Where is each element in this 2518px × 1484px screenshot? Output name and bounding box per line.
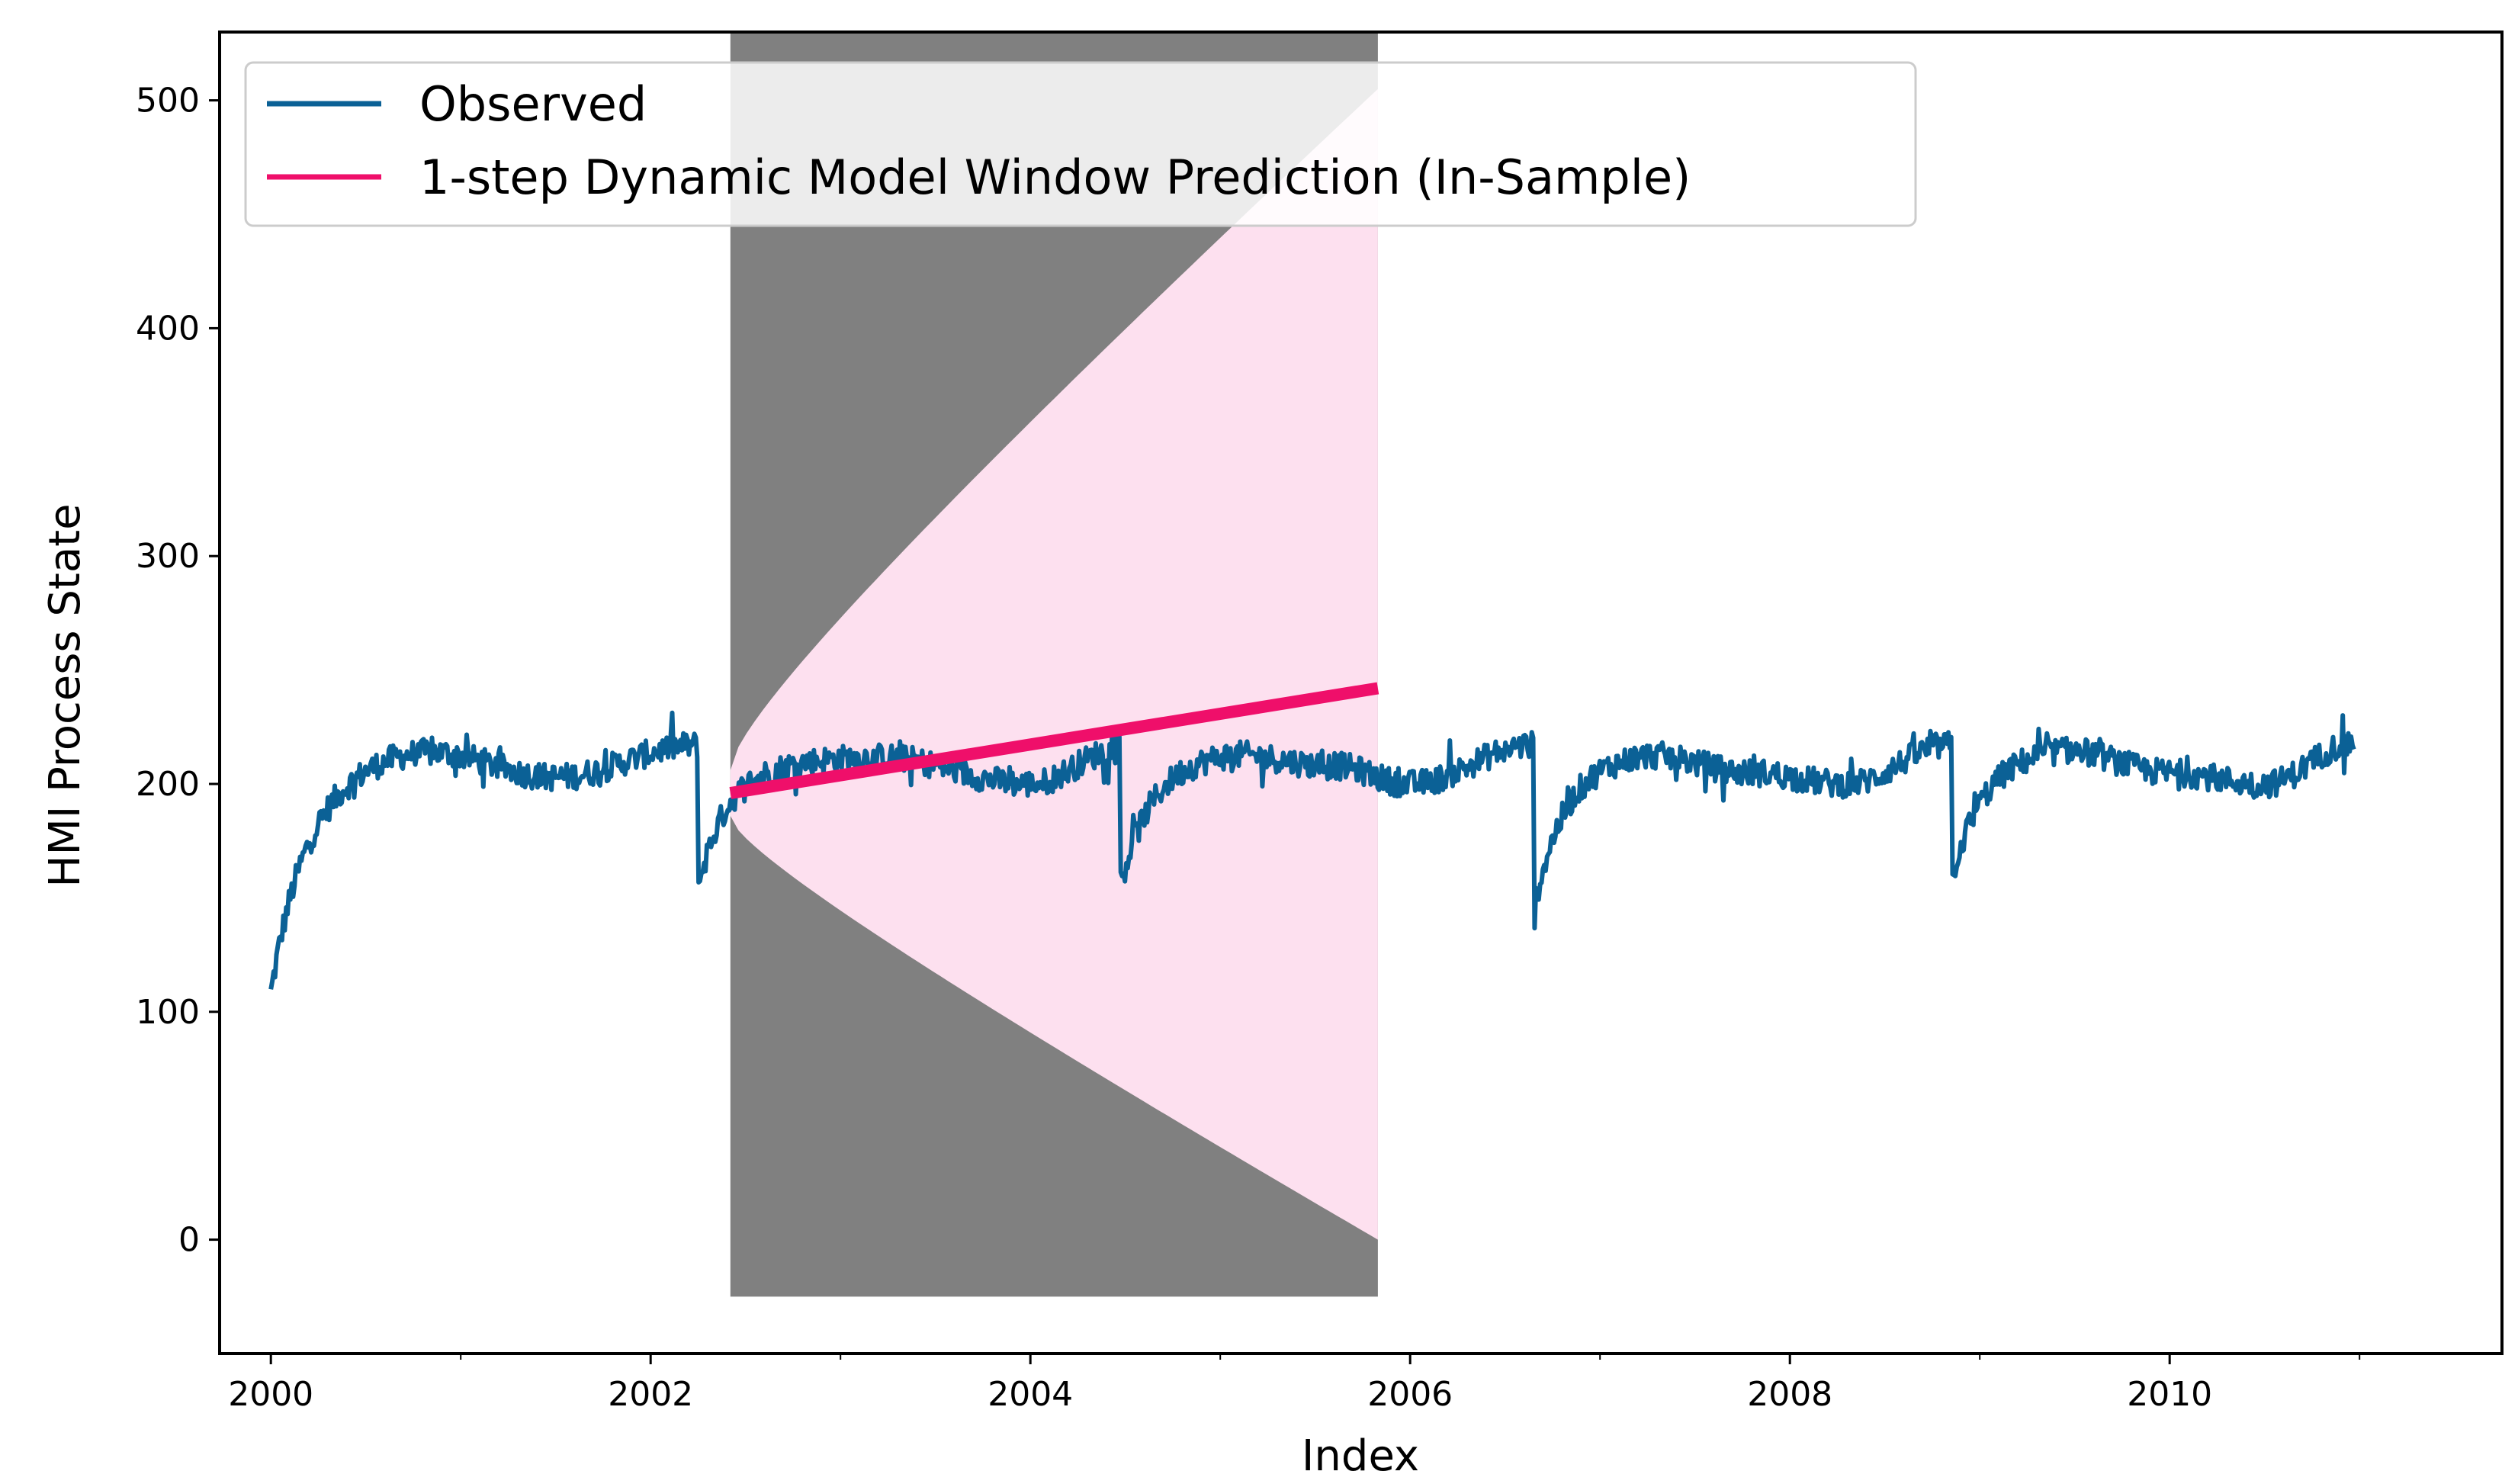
plot-area xyxy=(268,32,2356,1297)
x-tick-label: 2008 xyxy=(1747,1375,1832,1414)
y-axis: 0 100 200 300 400 500 xyxy=(136,82,220,1260)
confidence-interval-band xyxy=(730,88,1378,1240)
y-tick-label: 300 xyxy=(136,537,200,576)
legend: Observed 1-step Dynamic Model Window Pre… xyxy=(244,61,1917,227)
legend-label-observed: Observed xyxy=(419,76,647,132)
x-tick-label: 2000 xyxy=(228,1375,313,1414)
legend-box xyxy=(244,61,1917,227)
x-axis: 2000 2002 2004 2006 2008 2010 xyxy=(228,1354,2361,1414)
legend-label-prediction: 1-step Dynamic Model Window Prediction (… xyxy=(419,149,1691,205)
y-tick-label: 200 xyxy=(136,765,200,804)
x-tick-label: 2004 xyxy=(988,1375,1073,1414)
plot-frame xyxy=(218,31,2504,1355)
y-tick-label: 100 xyxy=(136,993,200,1032)
prediction-series-line xyxy=(729,682,1379,799)
x-tick-label: 2002 xyxy=(608,1375,693,1414)
y-tick-label: 400 xyxy=(136,309,200,348)
x-tick-label: 2006 xyxy=(1367,1375,1453,1414)
y-axis-label: HMI Process State xyxy=(40,503,90,887)
y-tick-label: 500 xyxy=(136,82,200,120)
x-tick-label: 2010 xyxy=(2127,1375,2212,1414)
x-axis-label: Index xyxy=(1302,1431,1419,1481)
observed-series-line xyxy=(268,710,2356,990)
y-tick-label: 0 xyxy=(178,1221,200,1260)
